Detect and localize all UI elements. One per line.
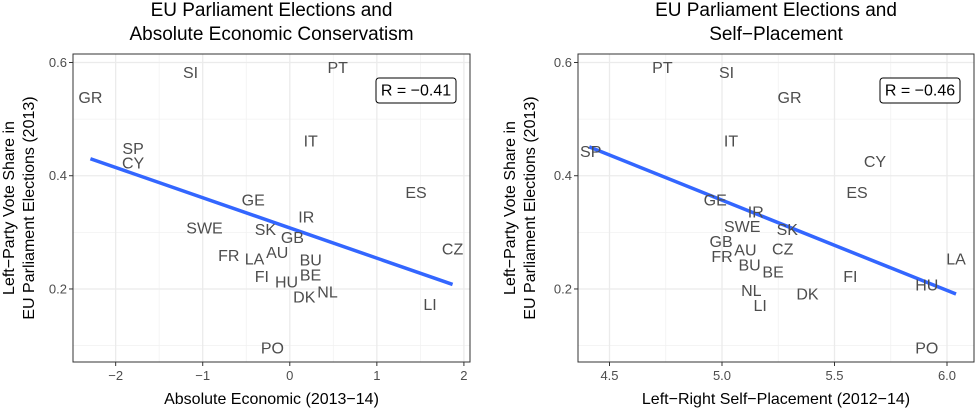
- point-label-fi: FI: [255, 269, 269, 286]
- x-tick-label: −2: [108, 368, 123, 383]
- y-tick-label: 0.4: [554, 168, 572, 183]
- point-label-bu: BU: [300, 253, 322, 270]
- chart-title-line: EU Parliament Elections and: [151, 0, 393, 21]
- x-tick-label: 6.0: [938, 368, 956, 383]
- point-label-pt: PT: [652, 60, 673, 77]
- y-axis-title-line: EU Parliament Elections (2013): [21, 96, 38, 319]
- point-label-li: LI: [754, 298, 767, 315]
- correlation-box: [879, 77, 961, 104]
- point-label-cy: CY: [864, 154, 887, 171]
- point-label-dk: DK: [796, 287, 819, 304]
- x-axis-title: Left−Right Self−Placement (2012−14): [642, 391, 910, 408]
- point-label-gb: GB: [710, 234, 733, 251]
- point-label-fr: FR: [218, 248, 239, 265]
- point-label-ge: GE: [704, 193, 727, 210]
- point-label-nl: NL: [741, 283, 762, 300]
- chart-title-line: Self−Placement: [709, 24, 843, 45]
- y-axis-title-line: Left−Party Vote Share in: [502, 121, 519, 295]
- y-tick-label: 0.4: [49, 168, 67, 183]
- point-label-swe: SWE: [724, 219, 760, 236]
- correlation-label: R = −0.41: [381, 83, 451, 100]
- x-axis-title: Absolute Economic (2013−14): [164, 391, 379, 408]
- point-label-au: AU: [266, 245, 288, 262]
- y-tick-label: 0.2: [49, 281, 67, 296]
- point-label-sk: SK: [255, 222, 277, 239]
- point-label-es: ES: [405, 185, 426, 202]
- point-label-be: BE: [300, 268, 321, 285]
- point-label-swe: SWE: [186, 220, 222, 237]
- point-label-bu: BU: [738, 258, 760, 275]
- regression-line: [89, 157, 454, 287]
- point-label-sk: SK: [777, 222, 799, 239]
- point-label-au: AU: [734, 243, 756, 260]
- point-label-cz: CZ: [442, 241, 464, 258]
- point-label-pt: PT: [327, 60, 348, 77]
- x-tick-label: 2: [460, 368, 467, 383]
- chart-title-line: Absolute Economic Conservatism: [129, 24, 413, 45]
- x-tick-label: 5.5: [825, 368, 843, 383]
- y-axis-title-line: EU Parliament Elections (2013): [522, 96, 539, 319]
- point-label-la: LA: [946, 252, 966, 269]
- point-label-po: PO: [261, 341, 284, 358]
- point-label-cy: CY: [122, 156, 145, 173]
- point-label-hu: HU: [915, 278, 938, 295]
- point-label-fi: FI: [843, 269, 857, 286]
- y-tick-label: 0.6: [554, 55, 572, 70]
- correlation-box: [375, 77, 457, 104]
- x-tick-label: 0: [286, 368, 293, 383]
- x-tick-label: 1: [373, 368, 380, 383]
- point-label-si: SI: [719, 65, 734, 82]
- point-label-cz: CZ: [772, 241, 794, 258]
- y-axis-title-line: Left−Party Vote Share in: [1, 121, 18, 295]
- y-tick-label: 0.2: [554, 281, 572, 296]
- point-label-gr: GR: [78, 90, 102, 107]
- panel-border: [577, 53, 975, 363]
- point-label-ir: IR: [298, 210, 314, 227]
- chart-title-line: EU Parliament Elections and: [655, 0, 897, 21]
- x-tick-label: 4.5: [600, 368, 618, 383]
- plot-background: [578, 54, 974, 362]
- point-label-dk: DK: [293, 290, 316, 307]
- point-label-sp: SP: [580, 144, 601, 161]
- plot-background: [73, 54, 470, 362]
- point-label-hu: HU: [275, 275, 298, 292]
- point-label-si: SI: [183, 65, 198, 82]
- panel-border: [72, 53, 471, 363]
- point-label-gb: GB: [281, 230, 304, 247]
- y-tick-label: 0.6: [49, 55, 67, 70]
- x-tick-label: −1: [195, 368, 210, 383]
- x-tick-label: 5.0: [713, 368, 731, 383]
- point-label-fr: FR: [711, 249, 732, 266]
- point-label-po: PO: [915, 341, 938, 358]
- point-label-it: IT: [304, 133, 318, 150]
- point-label-ir: IR: [748, 204, 764, 221]
- point-label-es: ES: [846, 185, 867, 202]
- point-label-nl: NL: [317, 284, 338, 301]
- point-label-gr: GR: [778, 90, 802, 107]
- point-label-ge: GE: [242, 193, 265, 210]
- point-label-sp: SP: [122, 141, 143, 158]
- point-label-it: IT: [724, 133, 738, 150]
- point-label-be: BE: [762, 265, 783, 282]
- correlation-label: R = −0.46: [885, 83, 955, 100]
- regression-line: [588, 145, 957, 296]
- point-label-la: LA: [245, 252, 265, 269]
- point-label-li: LI: [423, 297, 436, 314]
